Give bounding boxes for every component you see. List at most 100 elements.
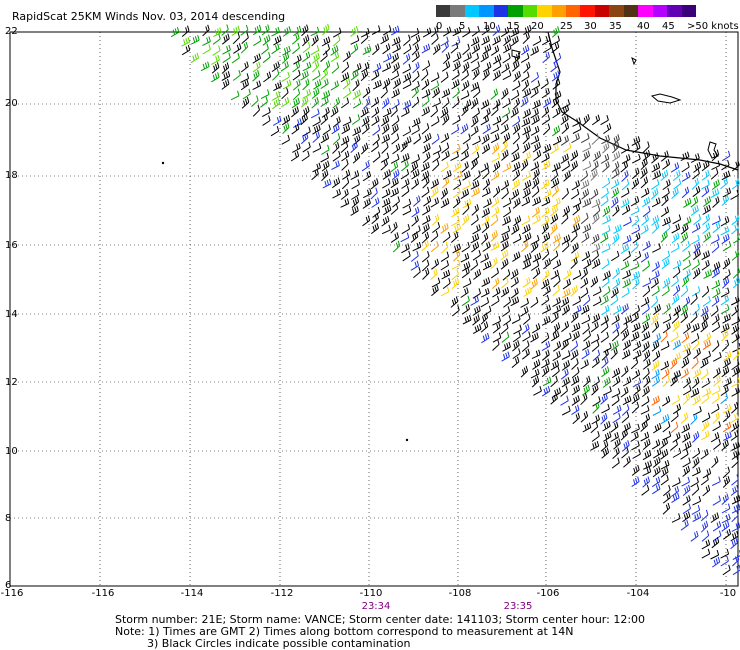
barb-feather [563,209,567,215]
wind-barb [520,298,529,308]
barb-feather [192,37,196,43]
barb-feather [523,119,526,126]
barb-staff [510,112,519,118]
wind-barb [592,401,600,414]
wind-barb [583,330,591,342]
wind-barb [523,286,532,297]
wind-barb [302,78,310,91]
barb-feather [674,189,677,195]
wind-barb [291,123,300,135]
wind-barb [480,321,489,333]
barb-staff [630,362,639,370]
barb-staff [400,237,410,243]
wind-barb [651,214,660,226]
barb-staff [650,300,658,308]
wind-barb [692,368,702,379]
wind-barb [510,90,520,101]
barb-staff [510,301,519,307]
barb-feather [633,138,636,144]
barb-feather [235,26,238,33]
barb-feather [736,189,739,196]
wind-barb [583,258,592,270]
wind-barb [522,108,531,119]
barb-feather [714,297,718,303]
barb-staff [630,265,640,271]
barb-feather [406,168,410,175]
barb-feather [308,126,311,132]
barb-feather [554,179,558,185]
barb-staff [370,192,378,200]
wind-barb [501,107,511,118]
barb-feather [448,231,451,238]
barb-feather [202,63,206,70]
barb-feather [612,290,615,296]
barb-feather [396,52,399,59]
barb-feather [472,235,475,242]
barb-feather [528,108,531,114]
barb-feather [446,71,449,77]
wind-barb [391,62,400,74]
barb-feather [474,326,478,332]
barb-feather [515,163,519,169]
barb-staff [472,91,481,99]
barb-feather [626,386,629,392]
barb-feather [436,214,440,220]
barb-feather [726,276,730,283]
barb-feather [727,233,730,239]
barb-feather [516,268,519,275]
barb-feather [433,90,436,96]
barb-feather [572,245,575,251]
barb-feather [625,206,629,212]
barb-staff [370,145,379,153]
barb-feather [358,126,362,132]
barb-feather [475,44,478,51]
barb-feather [416,178,420,184]
barb-feather [476,325,480,331]
barb-feather [584,225,587,232]
wind-barb [401,107,410,118]
wind-barb [422,151,431,164]
barb-staff [500,31,510,38]
wind-barb [582,384,590,396]
barb-feather [498,287,501,293]
barb-feather [355,26,359,32]
barb-feather [567,234,571,240]
barb-staff [660,235,668,243]
barb-feather [694,271,697,277]
barb-staff [530,337,539,343]
barb-staff [431,38,439,45]
barb-feather [366,199,369,205]
barb-feather [687,296,691,302]
barb-feather [573,324,576,331]
barb-feather [653,343,656,349]
barb-staff [361,66,370,73]
barb-feather [704,234,707,241]
barb-feather [474,205,478,212]
wind-barb [711,279,721,290]
wind-barb [710,305,719,317]
barb-feather [276,36,280,42]
wind-barb [402,53,411,65]
barb-feather [434,260,438,266]
barb-feather [684,224,687,231]
barb-feather [556,234,559,240]
barb-feather [347,124,351,130]
barb-feather [724,261,727,267]
barb-feather [524,90,527,96]
barb-staff [372,67,382,73]
barb-feather [526,89,529,95]
barb-feather [356,64,360,70]
barb-feather [667,375,670,381]
barb-staff [523,29,532,36]
barb-feather [705,215,709,221]
barb-feather [514,200,517,207]
wind-barb [382,178,391,189]
wind-barb [672,266,681,279]
wind-barb [592,296,602,307]
wind-barb [451,207,460,218]
wind-barb [421,231,430,244]
barb-staff [552,289,560,297]
barb-feather [542,226,546,232]
barb-feather [244,98,248,105]
wind-barb [471,187,480,198]
